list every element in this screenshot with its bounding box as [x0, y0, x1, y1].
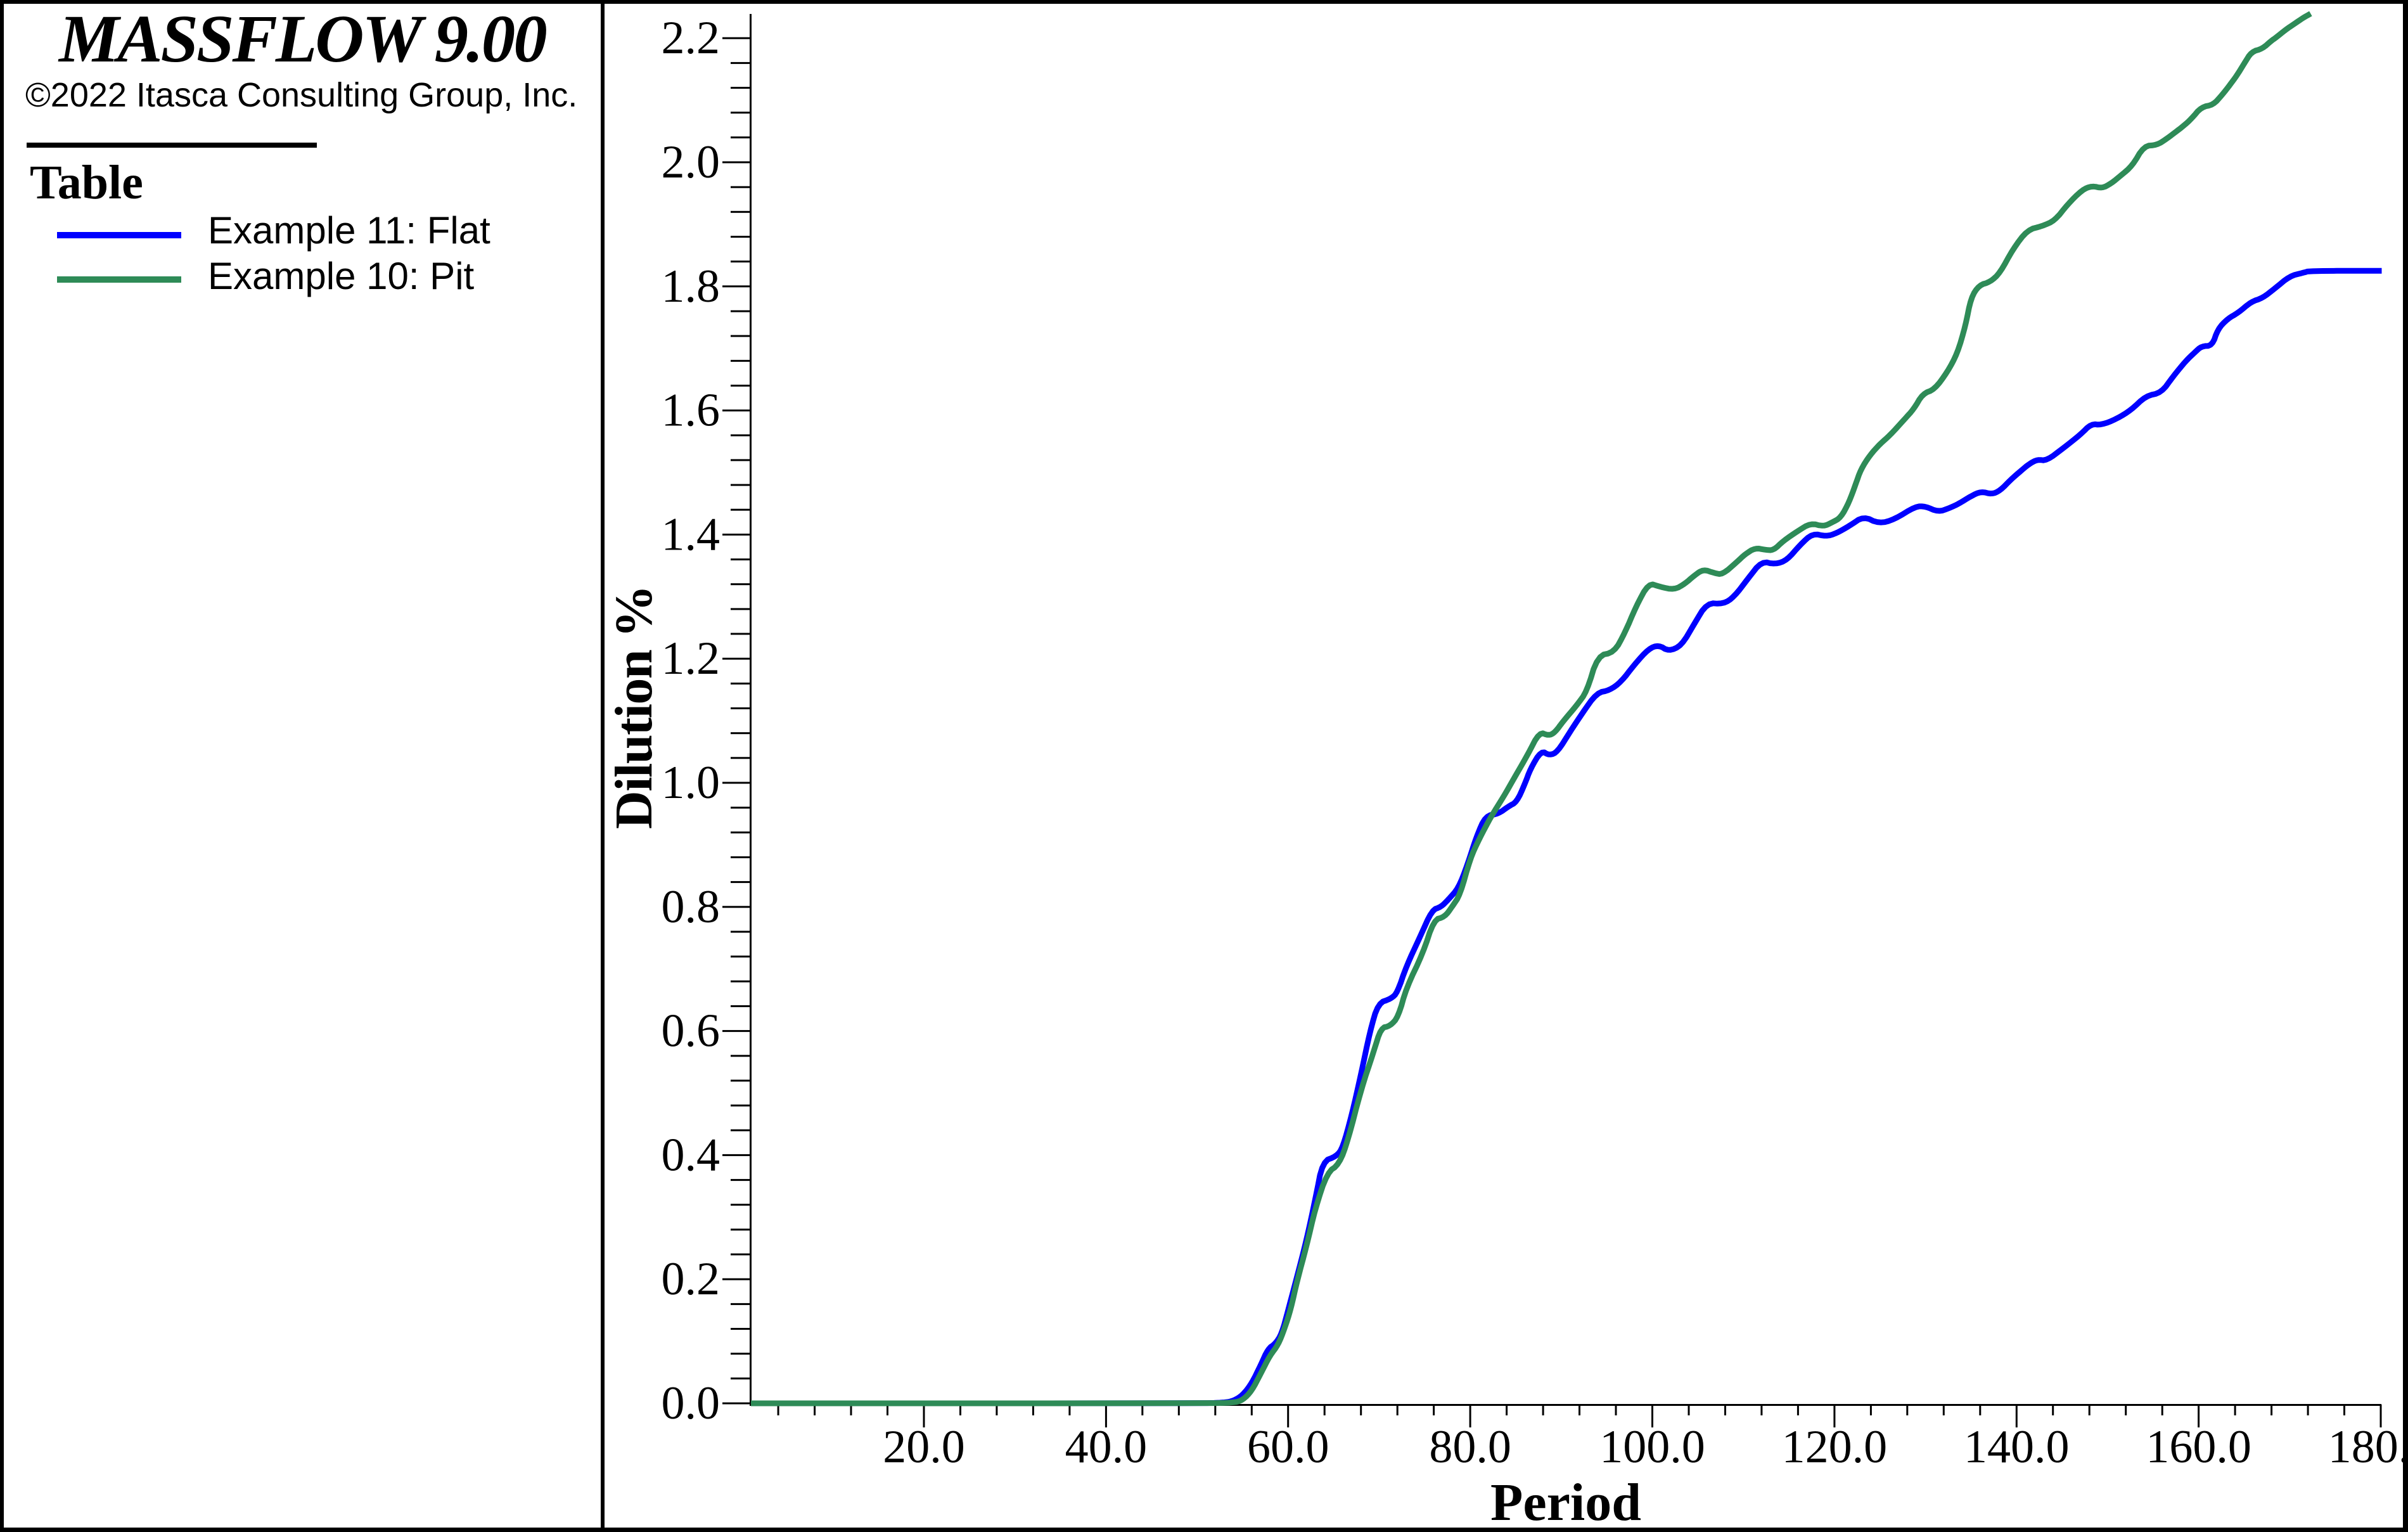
svg-text:1.4: 1.4 [662, 508, 720, 560]
svg-text:0.4: 0.4 [662, 1129, 720, 1181]
svg-text:Example 10: Pit: Example 10: Pit [208, 255, 475, 297]
svg-text:40.0: 40.0 [1065, 1421, 1148, 1473]
svg-text:20.0: 20.0 [883, 1421, 965, 1473]
svg-text:0.6: 0.6 [662, 1005, 720, 1057]
svg-text:100.0: 100.0 [1599, 1421, 1705, 1473]
svg-text:Table: Table [30, 156, 143, 209]
svg-text:180.0: 180.0 [2328, 1421, 2408, 1473]
svg-text:0.2: 0.2 [662, 1253, 720, 1305]
svg-text:140.0: 140.0 [1964, 1421, 2070, 1473]
svg-text:MASSFLOW 9.00: MASSFLOW 9.00 [58, 2, 546, 77]
svg-text:1.2: 1.2 [662, 633, 720, 685]
svg-text:120.0: 120.0 [1782, 1421, 1888, 1473]
svg-text:0.8: 0.8 [662, 881, 720, 933]
svg-text:Example 11: Flat: Example 11: Flat [208, 209, 490, 252]
svg-text:Dilution %: Dilution % [605, 586, 663, 829]
svg-text:80.0: 80.0 [1429, 1421, 1511, 1473]
svg-text:1.0: 1.0 [662, 757, 720, 809]
svg-text:1.8: 1.8 [662, 261, 720, 312]
svg-text:60.0: 60.0 [1247, 1421, 1329, 1473]
svg-text:2.2: 2.2 [662, 12, 720, 64]
svg-text:Period: Period [1490, 1473, 1641, 1532]
svg-text:2.0: 2.0 [662, 136, 720, 188]
svg-text:1.6: 1.6 [662, 385, 720, 437]
svg-text:160.0: 160.0 [2146, 1421, 2251, 1473]
svg-text:0.0: 0.0 [662, 1377, 720, 1429]
svg-text:©2022 Itasca Consulting Group,: ©2022 Itasca Consulting Group, Inc. [25, 76, 577, 114]
